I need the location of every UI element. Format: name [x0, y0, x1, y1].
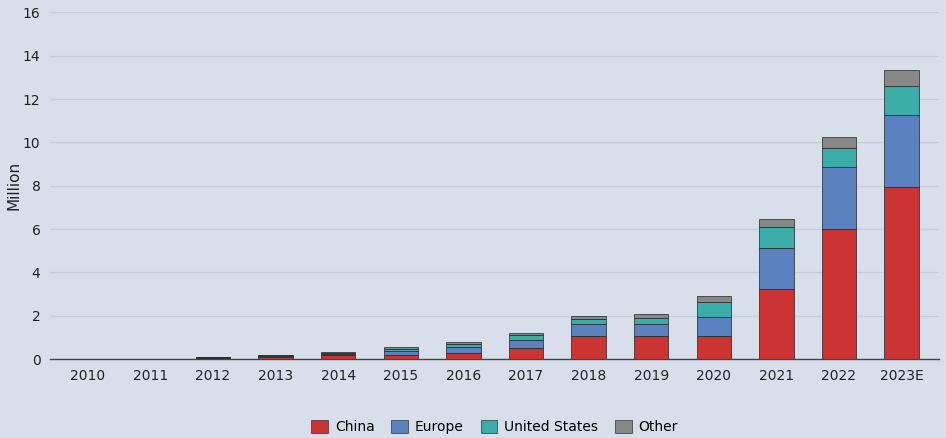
Bar: [885, 70, 919, 86]
Bar: [885, 115, 919, 187]
Bar: [759, 247, 794, 289]
Bar: [321, 355, 356, 359]
Bar: [383, 349, 418, 351]
Bar: [447, 343, 481, 344]
Bar: [634, 336, 668, 359]
Bar: [822, 229, 856, 359]
Bar: [822, 148, 856, 167]
Bar: [759, 219, 794, 227]
Bar: [447, 346, 481, 353]
Bar: [383, 351, 418, 355]
Bar: [509, 340, 543, 348]
Bar: [258, 356, 293, 357]
Bar: [509, 333, 543, 336]
Bar: [885, 86, 919, 115]
Bar: [634, 318, 668, 325]
Legend: China, Europe, United States, Other: China, Europe, United States, Other: [306, 415, 683, 438]
Bar: [634, 325, 668, 336]
Bar: [321, 353, 356, 354]
Bar: [447, 353, 481, 359]
Bar: [696, 317, 731, 336]
Bar: [885, 187, 919, 359]
Bar: [196, 358, 230, 359]
Bar: [258, 357, 293, 359]
Bar: [509, 348, 543, 359]
Bar: [383, 347, 418, 349]
Bar: [321, 354, 356, 355]
Bar: [759, 289, 794, 359]
Bar: [447, 344, 481, 346]
Bar: [571, 319, 605, 325]
Bar: [634, 314, 668, 318]
Bar: [571, 325, 605, 336]
Bar: [571, 316, 605, 319]
Bar: [258, 355, 293, 356]
Bar: [571, 336, 605, 359]
Bar: [696, 336, 731, 359]
Bar: [383, 355, 418, 359]
Bar: [696, 302, 731, 317]
Bar: [822, 137, 856, 148]
Y-axis label: Million: Million: [7, 161, 22, 210]
Bar: [696, 297, 731, 302]
Bar: [822, 167, 856, 229]
Bar: [509, 336, 543, 340]
Bar: [759, 227, 794, 247]
